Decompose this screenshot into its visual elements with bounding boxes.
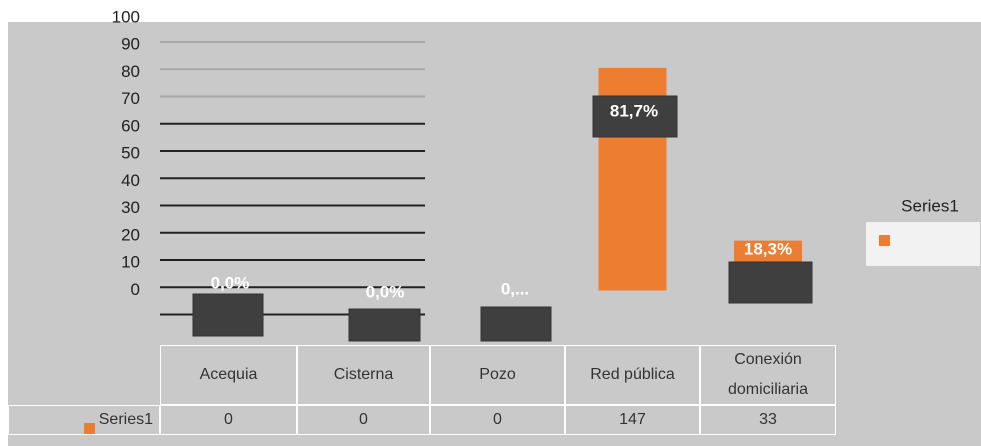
data-label: 0,0% [366,282,405,301]
y-tick-label: 50 [121,144,140,163]
label-box [192,293,264,337]
y-tick-label: 0 [131,280,140,299]
table-row-label: Series1 [8,405,160,435]
y-tick-label: 60 [121,116,140,135]
table-value: 0 [297,405,430,435]
table-swatch [83,423,95,434]
data-label: 0,... [501,279,529,298]
table-value: 0 [160,405,297,435]
data-label: 18,3% [744,239,792,258]
table-value: 0 [430,405,565,435]
category-cell: Red pública [565,345,700,405]
y-tick-label: 80 [121,62,140,81]
y-tick-label: 30 [121,198,140,217]
category-cell: Acequia [160,345,297,405]
y-tick-label: 10 [121,253,140,272]
data-label: 81,7% [610,101,658,120]
label-box [480,306,552,342]
legend-label: Series1 [901,196,959,215]
label-box [592,95,678,138]
category-cell: Conexión domiciliaria [700,345,836,405]
label-box [728,261,813,304]
chart-area [8,22,981,446]
table-series-name: Series1 [98,411,153,428]
category-cell: Cisterna [297,345,430,405]
data-label: 0,0% [211,273,250,292]
y-tick-label: 20 [121,225,140,244]
y-tick-label: 70 [121,89,140,108]
table-value: 33 [700,405,836,435]
y-tick-label: 100 [112,7,140,26]
category-cell: Pozo [430,345,565,405]
y-tick-label: 90 [121,35,140,54]
y-tick-label: 40 [121,171,140,190]
legend-swatch [879,235,890,246]
table-value: 147 [565,405,700,435]
label-box [348,308,421,342]
